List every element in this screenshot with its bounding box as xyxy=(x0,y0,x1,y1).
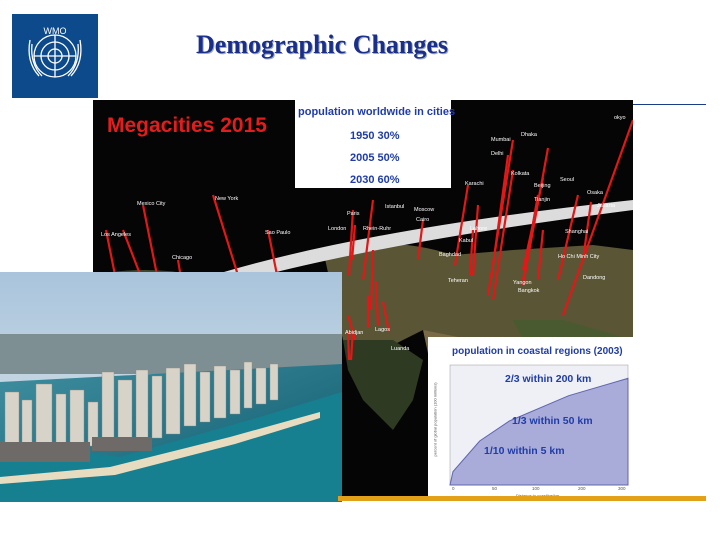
x-tick: 200 xyxy=(578,486,586,491)
city-label: Ho Chi Minh City xyxy=(558,254,600,260)
urban-row-2005: 2005 50% xyxy=(350,152,400,164)
coastal-skyline-image xyxy=(0,272,342,502)
city-label: Chicago xyxy=(172,255,193,261)
city-label: Dandong xyxy=(583,275,606,281)
y-axis-label: percent of global population (100 millio… xyxy=(432,382,438,457)
city-label: Kolkata xyxy=(511,171,530,177)
city-label: Dhaka xyxy=(521,132,537,138)
coastal-city-photo xyxy=(0,272,342,502)
city-label: Moscow xyxy=(414,207,435,213)
city-label: Beijing xyxy=(534,183,551,189)
city-label: Kabul xyxy=(459,238,474,244)
coastal-population-chart: population in coastal regions (2003) 2/3… xyxy=(428,337,633,500)
urban-row-2030: 2030 60% xyxy=(350,174,400,186)
x-tick: 300 xyxy=(618,486,626,491)
coastal-chart-title: population in coastal regions (2003) xyxy=(452,346,623,357)
x-axis-label: Distance to coastline/km xyxy=(516,493,559,498)
city-label: Osaka xyxy=(587,190,603,196)
city-label: Jakarta xyxy=(597,203,616,209)
city-label: Baghdad xyxy=(439,252,462,258)
label-200km: 2/3 within 200 km xyxy=(505,373,592,385)
city-label: Yangon xyxy=(513,280,532,286)
x-tick: 0 xyxy=(452,486,455,491)
label-5km: 1/10 within 5 km xyxy=(484,445,565,457)
city-label: Lagos xyxy=(375,327,390,333)
city-label: Lahore xyxy=(470,226,488,232)
city-label: New York xyxy=(215,196,239,202)
x-tick: 50 xyxy=(492,486,498,491)
city-label: Tianjin xyxy=(534,197,550,203)
city-label: Istanbul xyxy=(385,204,405,210)
x-tick: 100 xyxy=(532,486,540,491)
city-label: Rhein-Ruhr xyxy=(363,226,392,232)
urban-population-inset: population worldwide in cities 1950 30% … xyxy=(295,100,455,188)
svg-text:WMO: WMO xyxy=(44,26,67,36)
city-label: Seoul xyxy=(560,177,575,183)
coastal-area-series xyxy=(449,377,629,486)
city-label: Shanghai xyxy=(565,229,589,235)
city-label: Paris xyxy=(347,211,360,217)
label-50km: 1/3 within 50 km xyxy=(512,415,593,427)
urban-inset-heading: population worldwide in cities xyxy=(298,106,456,118)
accent-bar xyxy=(338,496,706,501)
page-title: Demographic Changes xyxy=(196,30,449,59)
city-label: Mumbai xyxy=(491,137,511,143)
city-label: Bangkok xyxy=(518,288,540,294)
city-label: Teheran xyxy=(448,278,468,284)
city-label: Los Angeles xyxy=(101,232,131,238)
urban-row-1950: 1950 30% xyxy=(350,130,400,142)
un-emblem-icon: WMO xyxy=(28,26,82,78)
city-label: okyo xyxy=(614,115,626,121)
city-label: Delhi xyxy=(491,151,504,157)
map-title: Megacities 2015 xyxy=(107,114,267,137)
city-label: Cairo xyxy=(416,217,430,223)
city-label: Karachi xyxy=(465,181,484,187)
city-label: Sao Paulo xyxy=(265,230,291,236)
city-label: Abidjan xyxy=(345,330,364,336)
coastal-area-plot xyxy=(449,364,629,486)
city-label: Luanda xyxy=(391,346,410,352)
city-label: London xyxy=(328,226,347,232)
un-emblem-logo: WMO xyxy=(12,14,98,98)
city-label: Mexico City xyxy=(137,201,166,207)
